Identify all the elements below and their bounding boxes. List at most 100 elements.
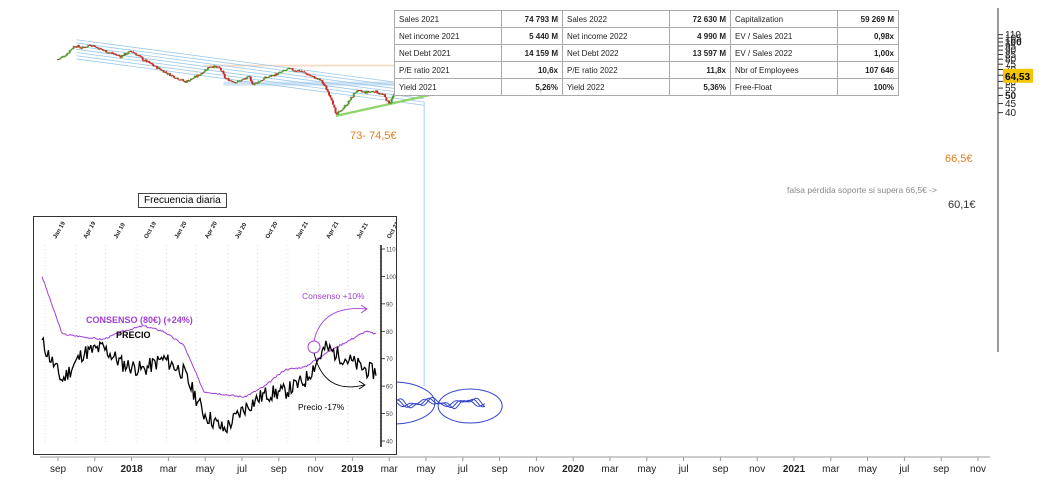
financial-value: 100%	[837, 78, 899, 96]
date-tick-label: mar	[822, 464, 840, 475]
candle-body	[68, 50, 71, 53]
candle-body	[105, 49, 108, 53]
candle-body	[206, 67, 209, 71]
candle-body	[304, 72, 307, 74]
financial-label: Sales 2022	[562, 10, 670, 28]
candle-body	[132, 51, 135, 53]
candle-body	[88, 45, 91, 47]
candle-body	[275, 73, 278, 76]
date-tick-label: sep	[271, 464, 288, 475]
candle-body	[235, 82, 238, 84]
candle-body	[317, 78, 320, 80]
candle-body	[257, 81, 260, 84]
date-tick-label: 2020	[562, 464, 585, 475]
financial-value: 59 269 M	[837, 10, 899, 28]
candle-body	[330, 97, 333, 101]
candle-body	[215, 66, 218, 68]
inset-month-label: Jul 19	[113, 222, 127, 240]
candle-body	[184, 81, 187, 83]
candle-body	[123, 53, 126, 56]
candle-body	[135, 53, 138, 56]
candle-body	[390, 98, 393, 104]
price-tick-label: 90	[1005, 46, 1017, 57]
candle-body	[226, 78, 229, 80]
candle-body	[67, 52, 70, 54]
price-tick-label: 80	[1005, 55, 1017, 66]
inset-tick-label: 40	[386, 440, 393, 446]
candle-body	[296, 70, 299, 72]
candle-body	[85, 46, 88, 48]
oscillator-highlight	[437, 388, 503, 424]
candle-body	[171, 75, 174, 77]
candle-body	[103, 50, 106, 52]
candle-body	[273, 74, 276, 77]
resistance-label: 73- 74,5€	[350, 130, 396, 142]
financial-label: Sales 2021	[394, 10, 502, 28]
financials-row: Sales 2021 74 793 M Sales 2022 72 630 M Capi…	[394, 10, 899, 28]
candle-body	[352, 93, 355, 98]
candle-body	[157, 67, 160, 69]
date-tick-label: may	[637, 464, 656, 475]
candle-body	[182, 79, 185, 82]
candle-body	[278, 72, 281, 74]
candle-body	[161, 70, 164, 72]
support-note: falsa pérdida soporte si supera 66,5€ ->	[787, 185, 937, 195]
candle-body	[225, 78, 228, 80]
candle-body	[358, 89, 361, 91]
financial-label: Net income 2021	[394, 27, 502, 45]
financial-label: Capitalization	[730, 10, 838, 28]
candle-body	[311, 75, 314, 77]
price-tick-label: 55	[1005, 84, 1017, 95]
candle-body	[98, 47, 101, 50]
financial-label: Yield 2022	[562, 78, 670, 96]
candle-body	[303, 71, 306, 73]
date-tick-label: mar	[381, 464, 399, 475]
inset-month-label: Jan 20	[174, 220, 189, 240]
financials-table: Sales 2021 74 793 M Sales 2022 72 630 M Capi…	[394, 10, 899, 96]
candle-body	[174, 77, 177, 79]
candle-body	[243, 78, 246, 80]
candle-body	[359, 89, 362, 91]
date-tick-label: sep	[50, 464, 67, 475]
candle-body	[324, 84, 327, 87]
channel-line	[76, 42, 425, 90]
candle-body	[176, 77, 179, 80]
candle-body	[63, 56, 66, 58]
consensus-arrow-head	[360, 304, 368, 314]
candle-body	[240, 79, 243, 82]
candle-body	[253, 83, 256, 85]
candle-body	[192, 78, 195, 80]
candle-body	[378, 93, 381, 95]
candle-body	[307, 74, 310, 76]
candle-body	[368, 91, 371, 93]
candle-body	[86, 45, 89, 47]
target-label-top: 66,5€	[945, 153, 973, 165]
candle-body	[212, 66, 215, 68]
candle-body	[331, 100, 334, 105]
candle-body	[244, 78, 247, 80]
candle-body	[268, 76, 271, 78]
candle-body	[84, 47, 87, 49]
candle-body	[90, 45, 93, 47]
financial-label: Nbr of Employees	[730, 61, 838, 79]
candle-body	[165, 71, 168, 73]
candle-body	[214, 65, 217, 67]
financials-row: P/E ratio 2021 10,6x P/E ratio 2022 11,8x Nb…	[394, 61, 899, 79]
candle-body	[262, 78, 265, 80]
candle-body	[363, 91, 366, 93]
candle-body	[377, 93, 380, 95]
candle-body	[73, 46, 76, 48]
candle-body	[255, 82, 258, 84]
candle-body	[360, 90, 363, 92]
candle-body	[290, 68, 293, 70]
candle-body	[286, 68, 289, 70]
candle-body	[189, 78, 192, 81]
candle-body	[97, 47, 100, 50]
candle-body	[146, 61, 149, 63]
candle-body	[281, 71, 284, 73]
candle-body	[389, 102, 392, 104]
candle-body	[371, 91, 374, 93]
candle-body	[210, 66, 213, 68]
candle-body	[347, 100, 350, 105]
